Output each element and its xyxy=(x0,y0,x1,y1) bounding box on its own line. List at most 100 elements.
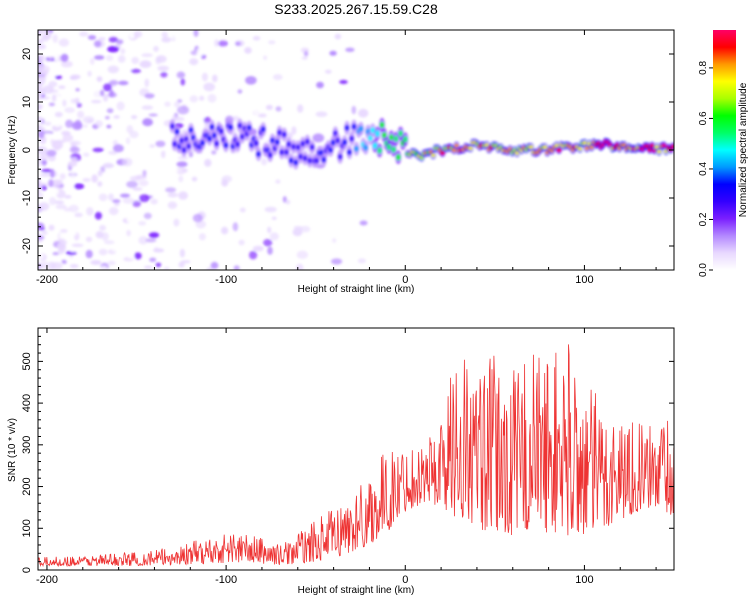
noise-blob xyxy=(108,36,119,43)
noise-blob xyxy=(177,156,189,160)
ridge-core xyxy=(393,135,399,142)
noise-blob xyxy=(125,137,131,145)
noise-blob xyxy=(178,175,184,183)
y-tick-label: 0 xyxy=(21,147,33,153)
noise-blob xyxy=(50,187,60,196)
noise-blob xyxy=(192,213,203,223)
noise-blob xyxy=(44,121,52,126)
noise-blob xyxy=(41,168,53,173)
noise-blob xyxy=(107,46,119,53)
ridge-core xyxy=(661,143,666,148)
noise-blob xyxy=(203,116,211,125)
ridge-core xyxy=(577,147,583,151)
noise-blob xyxy=(94,40,102,48)
noise-blob xyxy=(326,192,333,200)
ridge-core xyxy=(377,147,382,154)
colorbar-tick-label: 0.0 xyxy=(698,263,709,277)
ridge-core xyxy=(256,151,261,158)
noise-blob xyxy=(201,100,212,105)
ridge-core xyxy=(298,153,303,160)
ridge-core xyxy=(403,136,408,143)
noise-blob xyxy=(57,247,65,255)
noise-blob xyxy=(190,50,199,56)
noise-blob xyxy=(176,166,186,175)
noise-blob xyxy=(138,221,147,226)
ridge-core xyxy=(382,132,387,139)
noise-blob xyxy=(85,236,93,243)
noise-blob xyxy=(51,94,57,102)
noise-blob xyxy=(55,204,67,210)
noise-blob xyxy=(248,152,255,157)
noise-blob xyxy=(314,189,322,196)
noise-blob xyxy=(68,160,78,167)
noise-blob xyxy=(316,81,324,89)
noise-blob xyxy=(62,99,67,107)
noise-blob xyxy=(176,71,186,79)
noise-blob xyxy=(160,71,168,78)
ridge-core xyxy=(391,146,396,153)
noise-blob xyxy=(214,39,219,47)
noise-blob xyxy=(261,158,268,166)
ridge-core xyxy=(670,144,674,149)
snr-xlabel: Height of straight line (km) xyxy=(298,585,415,596)
noise-blob xyxy=(54,111,63,118)
ridge-core xyxy=(452,148,457,152)
noise-blob xyxy=(98,248,108,256)
noise-blob xyxy=(132,200,141,208)
ridge-core xyxy=(207,135,212,142)
noise-blob xyxy=(239,207,246,213)
ridge-core xyxy=(219,128,224,135)
noise-blob xyxy=(90,260,102,265)
ridge-core xyxy=(589,145,594,150)
ridge-core xyxy=(293,159,298,166)
noise-blob xyxy=(143,212,152,220)
noise-blob xyxy=(48,224,55,231)
y-tick-label: 20 xyxy=(21,48,33,60)
ridge-core xyxy=(335,137,340,144)
noise-blob xyxy=(52,252,60,256)
noise-blob xyxy=(154,246,159,252)
noise-blob xyxy=(38,130,45,139)
noise-blob xyxy=(61,60,73,68)
noise-blob xyxy=(334,33,342,40)
noise-blob xyxy=(142,169,147,177)
noise-blob xyxy=(198,233,206,241)
noise-blob xyxy=(52,179,63,184)
ridge-core xyxy=(223,142,229,149)
ridge-core xyxy=(556,148,562,152)
noise-blob xyxy=(97,170,103,177)
noise-blob xyxy=(116,101,125,111)
noise-blob xyxy=(174,116,185,122)
noise-blob xyxy=(71,243,84,247)
noise-blob xyxy=(141,105,154,110)
noise-blob xyxy=(83,124,88,128)
colorbar-tick-label: 0.4 xyxy=(698,162,709,176)
noise-blob xyxy=(68,204,79,213)
noise-blob xyxy=(106,107,114,114)
noise-blob xyxy=(77,110,85,119)
noise-blob xyxy=(268,40,276,45)
noise-blob xyxy=(108,193,114,201)
noise-blob xyxy=(100,166,106,173)
noise-blob xyxy=(47,53,54,60)
noise-blob xyxy=(126,180,138,188)
noise-blob xyxy=(71,121,83,130)
noise-blob xyxy=(145,238,157,243)
noise-blob xyxy=(315,111,328,117)
noise-blob xyxy=(221,179,229,187)
noise-blob xyxy=(171,34,177,40)
noise-blob xyxy=(312,133,325,143)
ridge-core xyxy=(542,145,548,149)
noise-blob xyxy=(252,36,261,41)
noise-blob xyxy=(64,195,72,199)
noise-blob xyxy=(98,37,106,41)
noise-blob xyxy=(243,214,248,220)
ridge-core xyxy=(214,140,219,147)
noise-blob xyxy=(263,55,268,61)
noise-blob xyxy=(38,30,46,34)
noise-blob xyxy=(267,226,272,234)
ridge-core xyxy=(375,130,380,137)
noise-blob xyxy=(117,55,126,63)
noise-blob xyxy=(282,71,291,77)
ridge-core xyxy=(358,125,364,132)
